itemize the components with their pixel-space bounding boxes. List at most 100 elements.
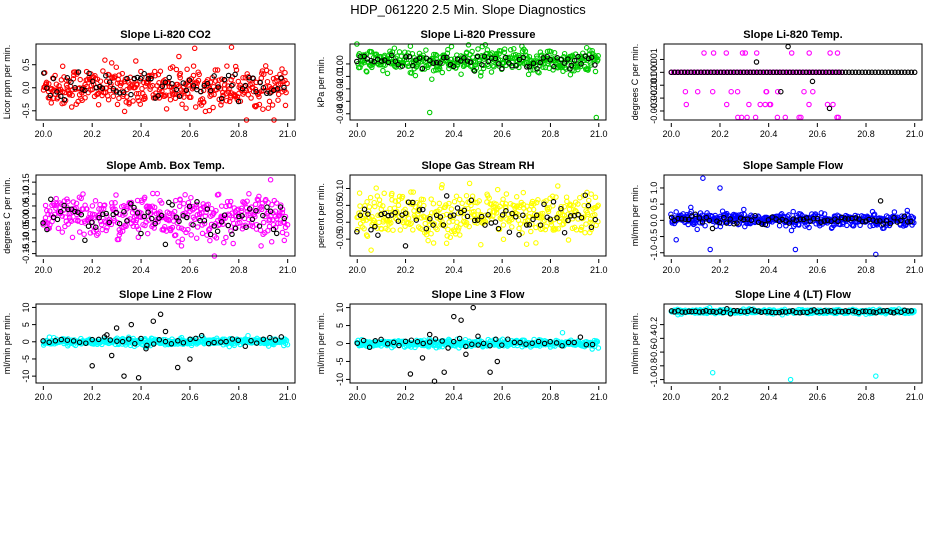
data-point bbox=[392, 209, 398, 216]
data-point bbox=[541, 201, 547, 208]
data-point bbox=[407, 371, 414, 377]
plot-frame bbox=[663, 303, 923, 384]
data-point bbox=[668, 211, 674, 218]
data-point bbox=[204, 232, 210, 238]
data-point bbox=[273, 200, 280, 206]
data-point bbox=[80, 191, 86, 197]
data-point bbox=[700, 175, 706, 181]
data-point bbox=[582, 192, 589, 198]
data-point bbox=[64, 337, 71, 343]
data-point bbox=[500, 196, 506, 203]
data-point bbox=[752, 114, 759, 121]
data-point bbox=[825, 308, 831, 314]
data-point bbox=[235, 337, 242, 344]
data-point bbox=[430, 60, 437, 66]
y-tick-label: 10 bbox=[21, 302, 31, 312]
y-tick-label: 0.0 bbox=[649, 214, 659, 227]
panel-title: Slope Gas Stream RH bbox=[421, 160, 534, 172]
data-point bbox=[908, 218, 914, 225]
data-point bbox=[585, 202, 592, 209]
data-point bbox=[232, 225, 239, 232]
data-point bbox=[193, 201, 200, 208]
y-axis-label: ml/min per min. bbox=[630, 313, 640, 375]
data-point bbox=[746, 101, 752, 108]
data-point bbox=[98, 221, 105, 228]
data-point bbox=[468, 202, 474, 209]
data-point bbox=[408, 337, 415, 343]
data-point bbox=[513, 214, 519, 220]
data-point bbox=[143, 345, 149, 352]
data-point bbox=[744, 69, 750, 76]
data-point bbox=[186, 203, 193, 210]
data-point bbox=[438, 185, 445, 191]
x-tick-label: 20.2 bbox=[83, 129, 101, 139]
y-tick-label: -0.8 bbox=[649, 358, 659, 374]
data-point bbox=[816, 69, 823, 76]
data-point bbox=[793, 69, 800, 76]
data-point bbox=[260, 336, 267, 343]
data-point bbox=[173, 86, 180, 93]
data-point bbox=[269, 201, 275, 208]
data-point bbox=[469, 48, 475, 55]
data-point bbox=[752, 212, 758, 219]
data-point bbox=[72, 208, 78, 215]
data-point bbox=[361, 206, 368, 213]
data-point bbox=[567, 66, 573, 72]
data-point bbox=[101, 202, 108, 208]
data-point bbox=[116, 95, 122, 102]
data-point bbox=[727, 216, 733, 222]
data-point bbox=[175, 92, 181, 98]
data-point bbox=[96, 214, 102, 221]
data-point bbox=[499, 212, 506, 218]
data-point bbox=[535, 338, 542, 345]
data-point bbox=[530, 206, 537, 213]
data-point bbox=[478, 241, 484, 248]
data-point bbox=[800, 216, 807, 223]
data-point bbox=[430, 200, 437, 207]
data-point bbox=[92, 198, 99, 204]
data-point bbox=[859, 218, 866, 225]
data-point bbox=[95, 230, 101, 237]
data-point bbox=[513, 62, 519, 69]
data-point bbox=[448, 43, 455, 50]
data-point bbox=[375, 212, 381, 219]
y-axis-label: ml/min per min. bbox=[316, 313, 326, 375]
data-point bbox=[152, 220, 158, 227]
data-point bbox=[368, 247, 374, 253]
data-point bbox=[458, 71, 464, 77]
data-point bbox=[84, 206, 90, 212]
x-tick-label: 20.8 bbox=[230, 265, 248, 275]
data-point bbox=[478, 213, 485, 220]
data-point bbox=[459, 200, 465, 207]
data-point bbox=[225, 222, 232, 229]
y-tick-label: 0.15 bbox=[21, 173, 31, 191]
data-point bbox=[556, 218, 563, 225]
data-point bbox=[128, 321, 135, 328]
data-point bbox=[500, 236, 507, 243]
x-tick-label: 20.2 bbox=[83, 392, 101, 402]
data-point bbox=[741, 216, 747, 223]
panel-title: Slope Sample Flow bbox=[743, 160, 844, 172]
data-point bbox=[223, 97, 230, 104]
data-point bbox=[807, 218, 813, 225]
data-point bbox=[205, 340, 212, 347]
data-point bbox=[463, 219, 470, 226]
data-point bbox=[73, 200, 80, 207]
y-tick-label: -10 bbox=[335, 373, 345, 386]
data-point bbox=[846, 69, 852, 76]
data-point bbox=[380, 203, 386, 209]
data-point bbox=[419, 65, 426, 72]
data-point bbox=[450, 63, 457, 70]
data-point bbox=[839, 214, 845, 221]
data-point bbox=[372, 223, 378, 230]
x-tick-label: 20.4 bbox=[760, 129, 778, 139]
data-point bbox=[778, 88, 784, 95]
data-point bbox=[246, 75, 252, 81]
data-point bbox=[810, 88, 816, 95]
data-point bbox=[762, 221, 769, 228]
data-point bbox=[385, 212, 391, 219]
data-point bbox=[426, 331, 433, 338]
y-tick-label: 1.0 bbox=[649, 182, 659, 195]
data-point bbox=[463, 343, 469, 350]
data-point bbox=[872, 69, 878, 76]
